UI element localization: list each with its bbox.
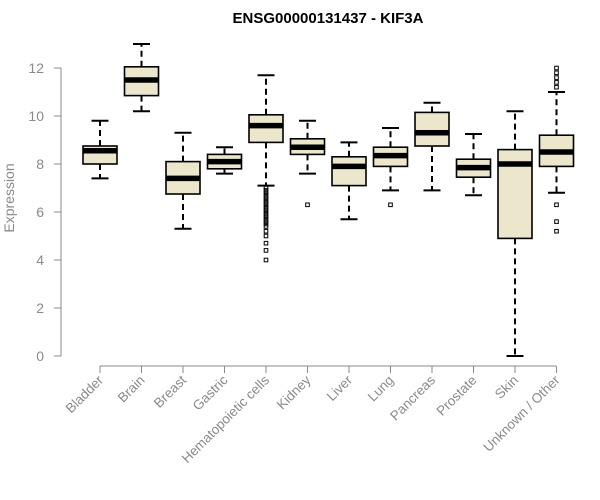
axes: 0 2 4 6 8 10 12	[28, 60, 557, 373]
x-tick-label: Skin	[492, 373, 521, 402]
x-tick-label: Gastric	[190, 372, 231, 413]
y-tick-label: 4	[36, 252, 44, 268]
x-tick-label: Brain	[115, 373, 148, 406]
y-tick-label: 2	[36, 300, 44, 316]
x-tick-label: Lung	[365, 373, 397, 405]
iqr-box	[248, 114, 284, 144]
y-axis-label: Expression	[1, 163, 17, 232]
outlier-point	[554, 70, 559, 76]
box-10	[497, 110, 533, 357]
outlier-point	[263, 221, 269, 227]
box-8	[414, 101, 450, 192]
box-6	[331, 141, 367, 221]
outlier-point	[263, 216, 269, 222]
outlier-point	[263, 257, 269, 263]
outlier-point	[263, 195, 269, 200]
outlier-point	[263, 228, 269, 234]
box-1	[123, 43, 160, 113]
box-9	[455, 133, 492, 197]
y-tick-label: 0	[36, 348, 44, 364]
box-4	[248, 74, 284, 263]
x-tick-label: Prostate	[433, 373, 479, 419]
y-tick-label: 6	[36, 204, 44, 220]
box-2	[165, 131, 201, 230]
outlier-point	[554, 84, 559, 90]
y-tick-label: 12	[28, 60, 44, 76]
outlier-point	[263, 200, 269, 205]
outlier-point	[554, 228, 559, 234]
outlier-point	[263, 212, 269, 217]
outlier-point	[263, 214, 269, 220]
outlier-point	[263, 233, 269, 239]
box-0	[82, 119, 118, 180]
x-tick-label: Kidney	[274, 372, 314, 412]
y-tick-label: 8	[36, 156, 44, 172]
outlier-point	[263, 185, 269, 191]
boxes	[82, 43, 575, 357]
outlier-point	[305, 202, 310, 208]
outlier-point	[263, 207, 269, 212]
x-tick-label: Unknown / Other	[480, 372, 563, 455]
x-tick-label: Bladder	[63, 372, 107, 416]
iqr-box	[414, 111, 450, 147]
outlier-point	[263, 188, 269, 193]
outlier-point	[263, 197, 269, 203]
outlier-point	[263, 240, 269, 246]
x-tick-label: Liver	[324, 372, 356, 404]
chart-title: ENSG00000131437 - KIF3A	[233, 10, 424, 27]
outlier-point	[554, 202, 559, 208]
box-3	[206, 146, 243, 175]
outlier-point	[263, 192, 269, 198]
x-tick-label: Breast	[151, 372, 189, 410]
x-tick-label: Pancreas	[387, 372, 438, 423]
outlier-point	[263, 224, 269, 229]
outlier-point	[263, 219, 269, 224]
outlier-point	[263, 209, 269, 215]
outlier-point	[263, 204, 269, 210]
box-7	[372, 127, 409, 208]
outlier-point	[263, 202, 269, 208]
outlier-point	[554, 219, 559, 224]
outlier-point	[388, 202, 393, 208]
box-11	[538, 65, 575, 234]
outlier-point	[554, 75, 559, 80]
outlier-point	[554, 65, 559, 71]
y-tick-label: 10	[28, 108, 44, 124]
outlier-point	[263, 248, 269, 253]
box-5	[289, 119, 326, 208]
iqr-box	[331, 156, 367, 187]
outlier-point	[263, 190, 269, 196]
outlier-point	[554, 80, 559, 85]
